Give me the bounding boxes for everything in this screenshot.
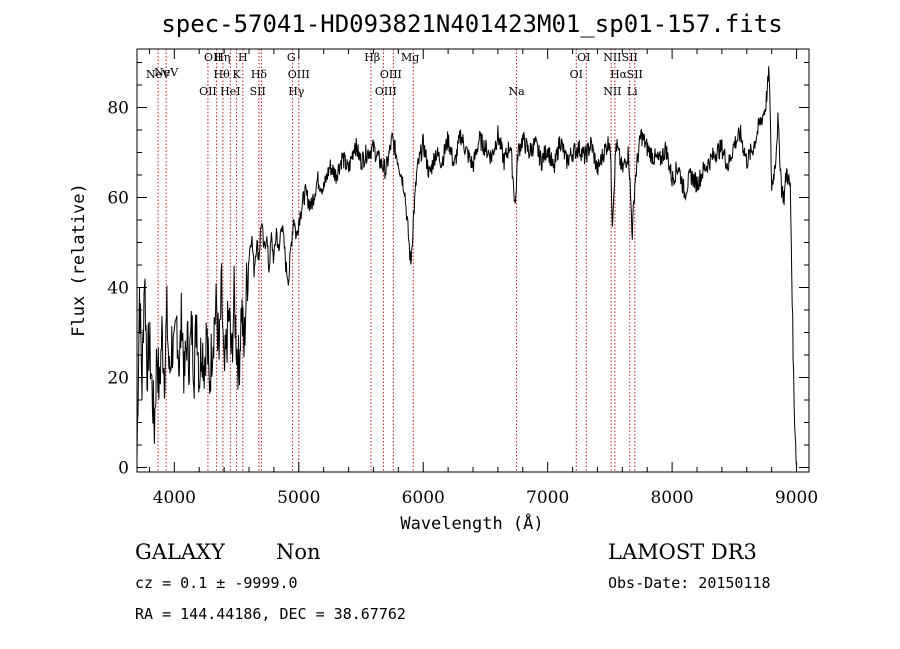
- y-tick-label: 80: [107, 99, 129, 119]
- line-label: OIII: [375, 85, 397, 98]
- x-tick-label: 6000: [402, 488, 445, 508]
- object-class: GALAXY: [135, 540, 226, 564]
- line-label: Hη: [214, 51, 230, 64]
- x-axis-title: Wavelength (Å): [400, 512, 543, 534]
- line-label: H: [238, 51, 248, 64]
- ra-dec: RA = 144.44186, DEC = 38.67762: [135, 605, 406, 623]
- obs-date: Obs-Date: 20150118: [608, 574, 771, 592]
- line-label: Hβ: [364, 51, 380, 64]
- y-axis-ticks: 0 20 40 60 80: [107, 62, 809, 479]
- line-label: SII: [627, 68, 643, 81]
- x-tick-label: 8000: [650, 488, 693, 508]
- line-label: Hθ: [214, 68, 231, 81]
- line-label: Na: [508, 85, 525, 98]
- line-label: OIII: [380, 68, 402, 81]
- x-tick-label: 5000: [277, 488, 320, 508]
- line-label: OI: [570, 68, 583, 81]
- survey-name: LAMOST DR3: [608, 540, 757, 564]
- line-label: HeI: [220, 85, 240, 98]
- y-tick-label: 40: [107, 279, 129, 299]
- plot-frame: [136, 48, 810, 473]
- line-label: SII: [622, 51, 638, 64]
- line-label: K: [232, 68, 241, 81]
- line-label: OII: [204, 51, 222, 64]
- line-label: OI: [577, 51, 590, 64]
- spectral-line-labels: NeVNeVOIIOIIHθHηHeIKHHδSIIGOIIIHγHβOIIIO…: [146, 51, 643, 98]
- line-label: Hδ: [251, 68, 268, 81]
- object-subclass: Non: [276, 540, 321, 564]
- line-label: Hα: [610, 68, 628, 81]
- y-tick-label: 0: [118, 459, 129, 479]
- spectrum-series: [136, 66, 798, 468]
- line-label: Mg: [401, 51, 419, 64]
- x-tick-label: 4000: [153, 488, 196, 508]
- y-tick-label: 60: [107, 189, 129, 209]
- line-label: NeV: [146, 68, 171, 81]
- line-label: SII: [250, 85, 266, 98]
- x-tick-label: 7000: [526, 488, 569, 508]
- line-label: G: [287, 51, 296, 64]
- x-tick-label: 9000: [775, 488, 818, 508]
- line-label: OIII: [288, 68, 310, 81]
- chart-title: spec-57041-HD093821N401423M01_sp01-157.f…: [161, 10, 782, 38]
- y-tick-label: 20: [107, 369, 129, 389]
- line-label: NII: [603, 85, 621, 98]
- line-label: Hγ: [288, 85, 305, 98]
- spectrum-line: [136, 66, 798, 468]
- line-label: NeV: [154, 66, 179, 79]
- spectral-line-markers: [157, 49, 636, 472]
- line-label: OII: [199, 85, 217, 98]
- y-axis-title: Flux (relative): [69, 183, 89, 337]
- line-label: Li: [627, 85, 638, 98]
- redshift-cz: cz = 0.1 ± -9999.0: [135, 574, 298, 592]
- x-axis-ticks: 4000 5000 6000 7000 8000 9000: [148, 49, 818, 508]
- line-label: NII: [603, 51, 621, 64]
